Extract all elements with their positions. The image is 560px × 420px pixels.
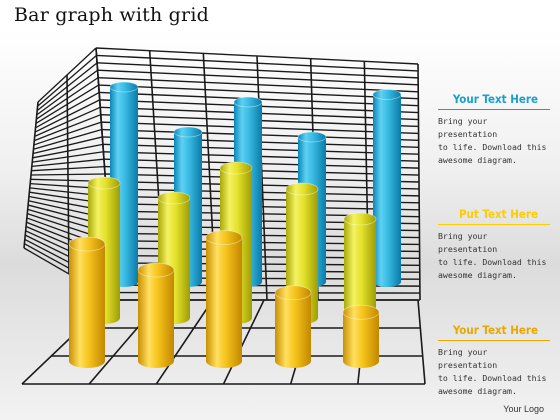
text-block-body: Bring your presentation to life. Downloa…: [438, 116, 547, 165]
bar-top: [233, 96, 263, 108]
bar-top: [157, 191, 191, 205]
text-block-heading: Your Text Here: [452, 323, 538, 337]
floor-grid-line: [222, 299, 265, 385]
bar-top: [137, 262, 175, 278]
bar-body: [275, 292, 311, 368]
floor-grid-line: [155, 299, 214, 385]
bar-top: [173, 126, 203, 138]
bar-top: [205, 230, 243, 245]
bar-3-3: [205, 230, 243, 368]
floor-grid-line: [417, 299, 426, 385]
bar-3-5: [342, 304, 380, 368]
chart-bars: [68, 81, 402, 368]
text-block-divider: [438, 340, 550, 341]
bar-3-4: [274, 285, 312, 368]
text-block-divider: [438, 224, 550, 225]
bar-body: [373, 94, 401, 287]
text-block-heading: Your Text Here: [452, 92, 538, 106]
text-block-heading: Put Text Here: [458, 207, 538, 221]
footer-logo-text: Your Logo: [503, 404, 544, 414]
grid-line: [66, 74, 70, 275]
bar-top: [68, 236, 106, 252]
bar-body: [344, 219, 376, 324]
bar-3-1: [68, 236, 106, 368]
bar-body: [343, 312, 379, 368]
text-block-body: Bring your presentation to life. Downloa…: [438, 231, 547, 280]
bar-top: [342, 304, 380, 320]
grid-line: [417, 63, 421, 301]
bar-3-2: [137, 262, 175, 368]
text-block-divider: [438, 109, 550, 110]
bar-body: [206, 237, 242, 368]
text-block-body: Bring your presentation to life. Downloa…: [438, 347, 547, 396]
bar-body: [138, 270, 174, 368]
bar-1-5: [372, 89, 402, 287]
grid-line: [23, 101, 39, 249]
bar-top: [219, 161, 253, 175]
bar-top: [343, 212, 377, 226]
slide-title: Bar graph with grid: [14, 4, 209, 26]
bar-top: [285, 182, 319, 196]
bar-top: [274, 285, 312, 301]
bar-top: [372, 89, 402, 100]
bar-top: [109, 81, 139, 93]
bar-2-5: [343, 212, 377, 324]
bar-top: [87, 176, 121, 190]
text-block-1: Your Text Here Bring your presentation t…: [438, 92, 550, 167]
bar-top: [297, 131, 327, 143]
bar-body: [69, 244, 105, 368]
text-block-2: Put Text Here Bring your presentation to…: [438, 207, 550, 282]
text-block-3: Your Text Here Bring your presentation t…: [438, 323, 550, 398]
